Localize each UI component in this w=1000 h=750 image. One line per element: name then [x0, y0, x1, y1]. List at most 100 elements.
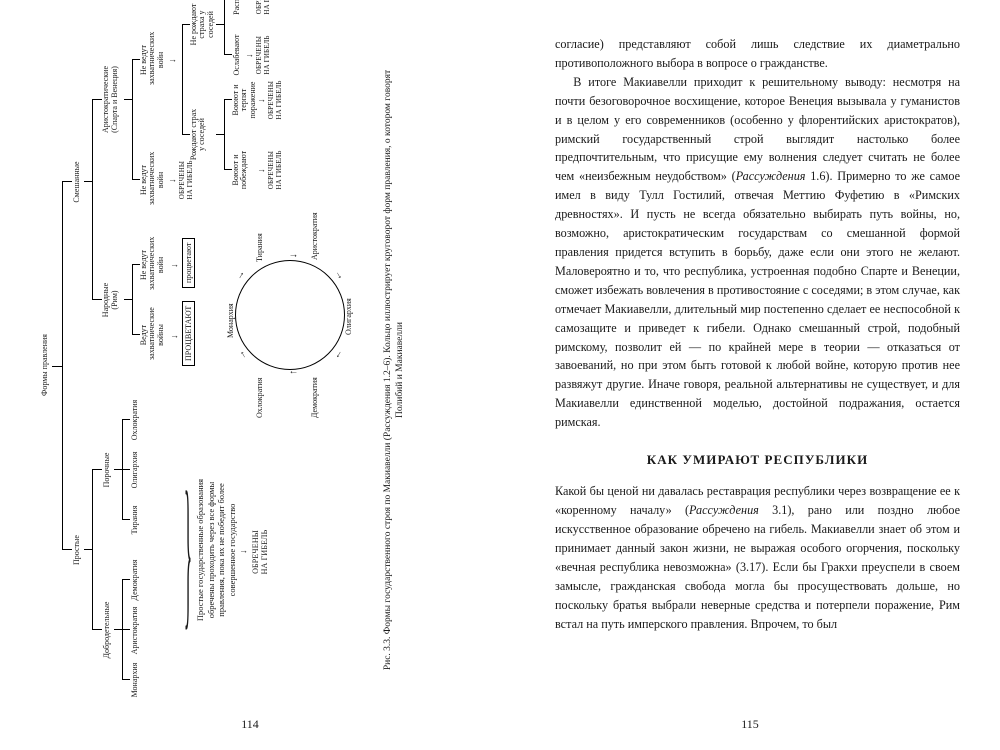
down-arrow-icon: ↓ [169, 335, 179, 340]
branch-aristocratic: Аристократические (Спарта и Венеция) [102, 47, 120, 152]
ring-label: Олигархия [344, 298, 353, 335]
branch-virtuous: Добродетельные [102, 590, 111, 670]
doom-label: ОБРЕЧЕНЫ НА ГИБЕЛЬ [252, 522, 270, 582]
tree-connector [92, 469, 102, 470]
tree-connector [92, 470, 93, 630]
branch-popular: Народные (Рим) [102, 270, 120, 330]
tree-connector [52, 366, 62, 367]
curly-brace-icon: } [184, 470, 192, 638]
paragraph: Какой бы ценой ни давалась реставрация р… [555, 482, 960, 633]
tree-connector [92, 629, 102, 630]
text-run: 3.1), рано или поздно любое искусственно… [555, 503, 960, 630]
ring-label: Тирания [255, 233, 264, 262]
tree-connector [122, 519, 130, 520]
tree-connector [122, 420, 123, 520]
branch-vicious: Порочные [102, 435, 111, 505]
leaf-fear: Рождают страх у соседей [190, 107, 207, 162]
cycle-arrow-icon: → [332, 348, 347, 362]
tree-connector [122, 579, 130, 580]
page-114: Формы правления Простые Смешанные Доброд… [0, 0, 500, 750]
tree-connector [114, 469, 122, 470]
cycle-arrow-icon: → [233, 268, 248, 282]
leaf-aristocracy: Аристократия [130, 603, 139, 658]
tree-connector [132, 265, 133, 335]
box-prosper: ПРОЦВЕТАЮТ [182, 301, 195, 366]
tree-connector [124, 99, 132, 100]
text-italic: Рассуждения [689, 503, 759, 517]
down-arrow-icon: ↓ [256, 169, 266, 174]
tree-connector [122, 469, 130, 470]
ring-label: Аристократия [310, 212, 319, 260]
leaf-no-fear: Не рождают страха у соседей [190, 0, 215, 52]
down-arrow-icon: ↓ [244, 54, 254, 59]
figure-caption: Рис. 3.3. Формы государственного строя п… [382, 60, 407, 680]
box-prosper: процветают [182, 238, 195, 288]
leaf-tyranny: Тирания [130, 498, 139, 542]
cycle-arrow-icon: → [289, 250, 299, 261]
tree-connector [132, 60, 133, 180]
leaf-weaken: Ослабевают [232, 33, 241, 77]
down-arrow-icon: ↓ [256, 99, 266, 104]
doom-label: ОБРЕЧЕНЫ НА ГИБЕЛЬ [268, 147, 283, 193]
tree-connector [84, 549, 92, 550]
section-heading: КАК УМИРАЮТ РЕСПУБЛИКИ [555, 450, 960, 470]
tree-connector [216, 134, 224, 135]
leaf-oligarchy: Олигархия [130, 445, 139, 495]
leaf-no-war: Не ведут захватнических войн [140, 240, 165, 290]
text-run: 1.6). Примерно то же самое имел в виду Т… [555, 169, 960, 429]
ring-label: Демократия [310, 377, 319, 418]
ring-label: Монархия [226, 303, 235, 338]
paragraph: В итоге Макиавелли приходит к решительно… [555, 73, 960, 432]
doom-label: ОБРЕЧЕНЫ НА ГИБЕЛЬ [256, 0, 271, 18]
leaf-ochlocracy: Охлократия [130, 395, 139, 445]
tree-connector [124, 299, 132, 300]
doom-label: ОБРЕЧЕНЫ НА ГИБЕЛЬ [268, 77, 283, 123]
leaf-monarchy: Монархия [130, 656, 139, 704]
ring-label: Охлократия [255, 378, 264, 418]
tree-connector [216, 24, 224, 25]
leaf-no-war-r2: Не ведут захватнических войн [140, 35, 165, 85]
leaf-fall-apart: Распадаются [232, 0, 241, 17]
tree-root: Формы правления [40, 320, 49, 410]
body-text: согласие) представляют собой лишь следст… [555, 35, 960, 633]
leaf-democracy: Демократия [130, 555, 139, 605]
caption-text: Рис. 3.3. Формы государственного строя п… [383, 70, 405, 670]
tree-connector [122, 679, 130, 680]
tree-connector [122, 580, 123, 680]
simple-forms-note: Простые государственные образования обре… [195, 470, 238, 630]
cycle-arrow-icon: → [332, 268, 347, 282]
tree-connector [62, 181, 72, 182]
tree-connector [122, 629, 130, 630]
page-number: 114 [0, 717, 500, 732]
tree-connector [224, 0, 225, 55]
down-arrow-icon: ↓ [169, 264, 179, 269]
tree-connector [114, 629, 122, 630]
tree-connector [224, 54, 232, 55]
branch-mixed: Смешанные [72, 152, 81, 212]
paragraph: согласие) представляют собой лишь следст… [555, 35, 960, 73]
page-number: 115 [500, 717, 1000, 732]
tree-connector [122, 419, 130, 420]
leaf-lose: Воюют и терпят поражение [232, 76, 257, 124]
leaf-win: Воюют и побеждают [232, 148, 249, 192]
tree-connector [62, 182, 63, 550]
tree-connector [62, 549, 72, 550]
branch-simple: Простые [72, 520, 81, 580]
forms-of-government-diagram: Формы правления Простые Смешанные Доброд… [40, 40, 460, 700]
cycle-arrow-icon: → [289, 368, 299, 379]
text-run: В итоге Макиавелли приходит к решительно… [555, 75, 960, 184]
doom-label: ОБРЕЧЕНЫ НА ГИБЕЛЬ [256, 32, 271, 78]
tree-connector [182, 25, 183, 135]
down-arrow-icon: ↓ [167, 59, 177, 64]
down-arrow-icon: ↓ [167, 179, 177, 184]
tree-connector [92, 100, 93, 300]
page-115: согласие) представляют собой лишь следст… [500, 0, 1000, 750]
text-italic: Рассуждения [736, 169, 806, 183]
tree-connector [84, 181, 92, 182]
leaf-wage-war: Ведут захватнические войны [140, 310, 165, 360]
doom-label: ОБРЕЧЕНЫ НА ГИБЕЛЬ [179, 157, 194, 203]
leaf-no-war-r1: Не ведут захватнических войн [140, 155, 165, 205]
cycle-ring [235, 260, 345, 370]
tree-connector [224, 100, 225, 170]
down-arrow-icon: ↓ [238, 550, 248, 555]
